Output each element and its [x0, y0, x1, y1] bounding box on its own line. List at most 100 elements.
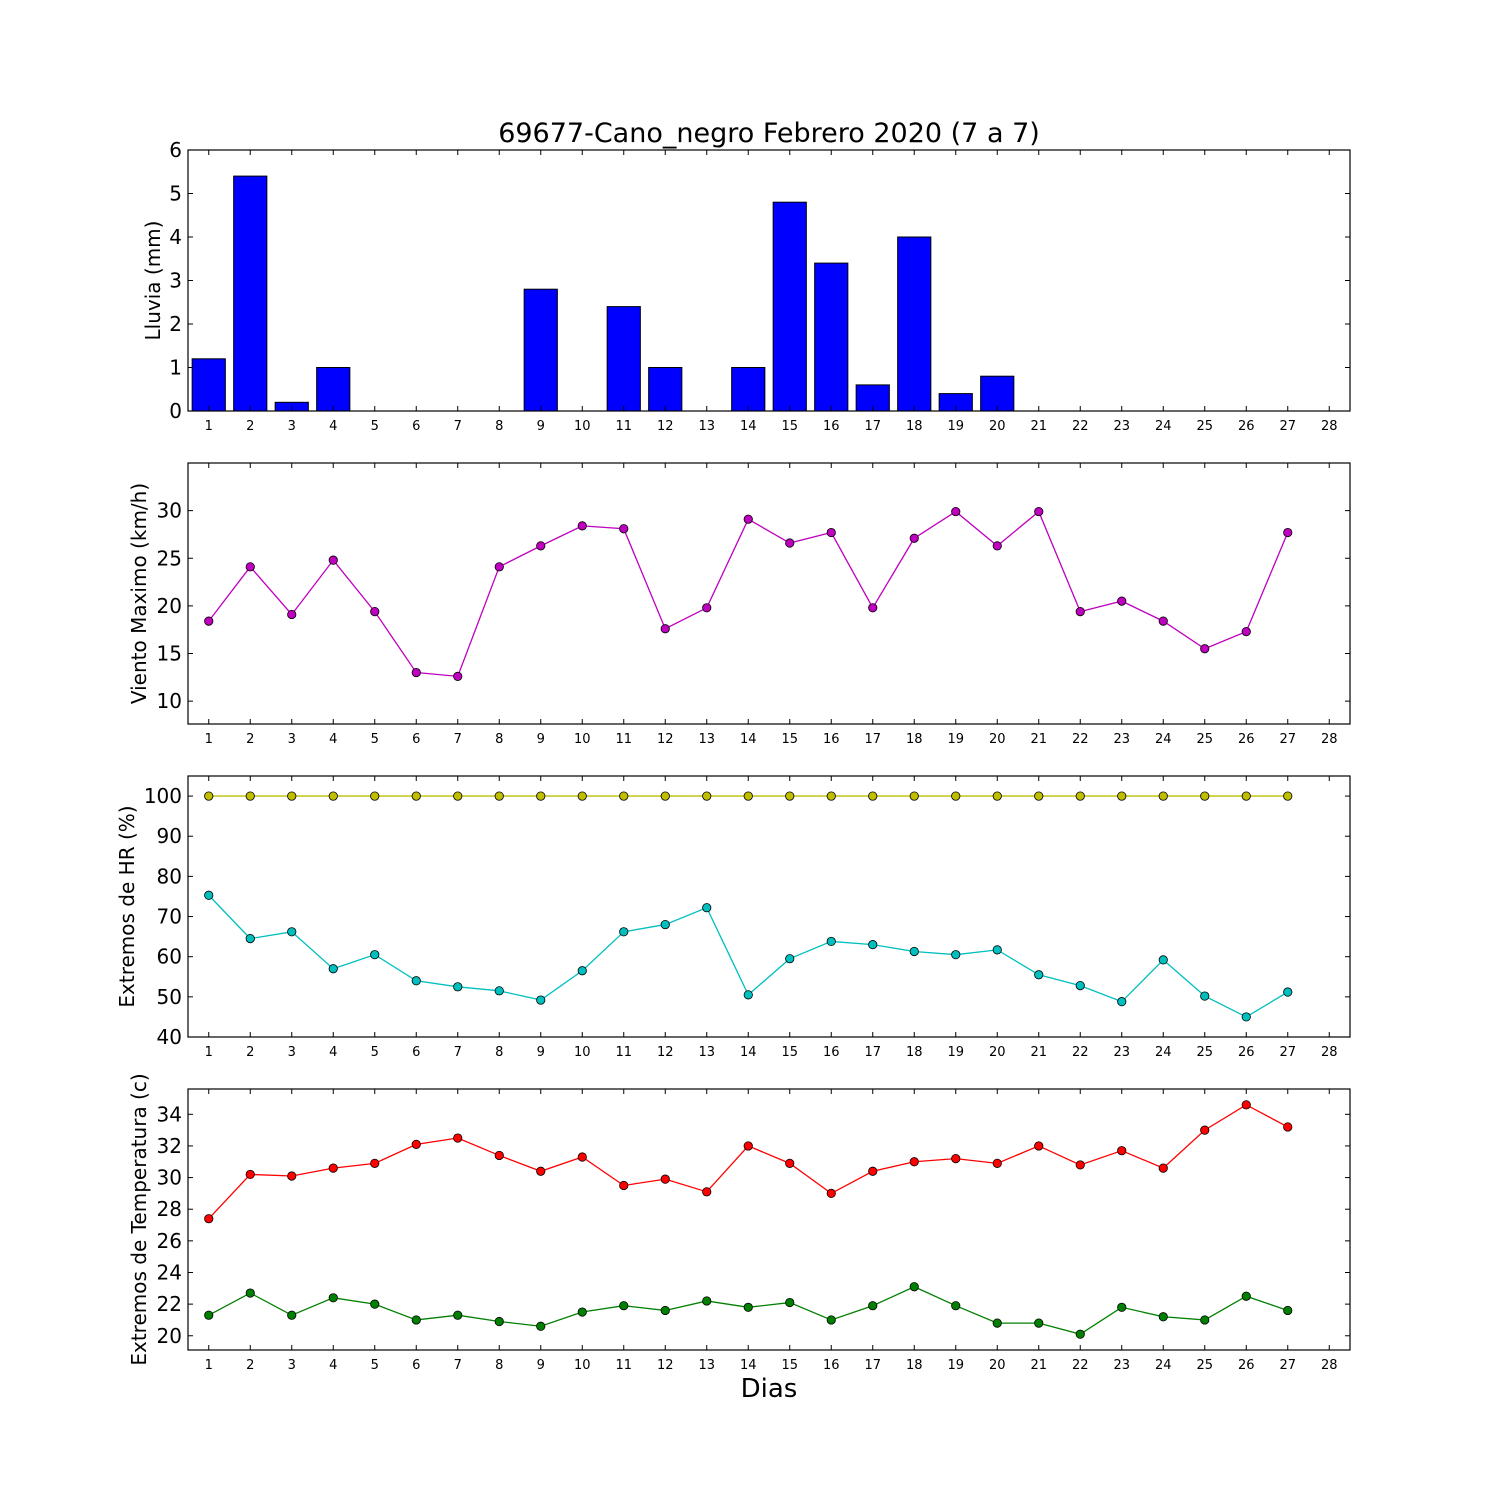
point-day-18: [909, 1157, 919, 1167]
point-day-27: [1283, 527, 1293, 538]
x-tick-label: 13: [698, 1045, 715, 1060]
x-tick-label: 23: [1113, 732, 1130, 747]
bar-day-14: [731, 367, 766, 412]
x-tick-label: 20: [989, 1358, 1006, 1373]
x-tick-label: 17: [864, 732, 881, 747]
x-tick-label: 24: [1155, 419, 1172, 434]
point-day-7: [453, 1310, 463, 1320]
point-day-25: [1200, 791, 1210, 801]
point-day-24: [1158, 1312, 1168, 1322]
point-day-26: [1241, 626, 1251, 637]
bar-day-15: [772, 201, 807, 412]
point-day-6: [411, 791, 421, 801]
point-day-23: [1117, 1302, 1127, 1312]
x-tick-label: 19: [947, 1045, 964, 1060]
point-day-17: [868, 1301, 878, 1311]
y-tick-label: 34: [157, 1102, 182, 1126]
point-day-8: [494, 562, 504, 572]
series-lluvia-1: [191, 175, 1015, 412]
point-day-21: [1034, 970, 1044, 980]
x-tick-label: 15: [781, 419, 798, 434]
point-day-11: [619, 524, 629, 534]
x-tick-label: 19: [947, 1358, 964, 1373]
point-day-4: [328, 555, 338, 565]
x-tick-label: 21: [1030, 1358, 1047, 1373]
y-tick-label: 70: [157, 905, 182, 929]
x-tick-label: 24: [1155, 732, 1172, 747]
point-day-17: [868, 791, 878, 801]
x-tick-label: 11: [615, 1358, 632, 1373]
x-tick-label: 2: [246, 419, 254, 434]
x-tick-label: 13: [698, 732, 715, 747]
point-day-20: [992, 541, 1002, 551]
series-temperatura-2: [204, 1282, 1293, 1339]
point-day-22: [1075, 1329, 1085, 1339]
y-tick-label: 40: [157, 1025, 182, 1049]
point-day-1: [204, 1310, 214, 1320]
x-tick-label: 15: [781, 1045, 798, 1060]
point-day-13: [702, 1296, 712, 1306]
point-day-10: [577, 521, 587, 531]
x-tick-label: 12: [657, 419, 674, 434]
x-tick-label: 7: [454, 732, 462, 747]
point-day-17: [868, 603, 878, 613]
y-axis-label: Viento Maximo (km/h): [127, 483, 151, 704]
point-day-3: [287, 927, 297, 937]
x-tick-label: 25: [1196, 1045, 1213, 1060]
x-tick-label: 16: [823, 1045, 840, 1060]
x-tick-label: 7: [454, 1045, 462, 1060]
point-day-23: [1117, 1146, 1127, 1156]
x-tick-label: 4: [329, 1045, 337, 1060]
x-tick-label: 3: [288, 1045, 296, 1060]
point-day-23: [1117, 791, 1127, 801]
point-day-4: [328, 964, 338, 974]
x-tick-label: 9: [537, 732, 545, 747]
point-day-8: [494, 986, 504, 996]
x-tick-label: 24: [1155, 1045, 1172, 1060]
x-tick-label: 5: [371, 732, 379, 747]
x-tick-label: 15: [781, 732, 798, 747]
x-tick-label: 27: [1279, 419, 1296, 434]
point-day-18: [909, 946, 919, 957]
panel-hr: 1 2 3 4 5 6 7 8 9 10 11 12 13 14 15 16 17 18 19 20 21 22 23 24 2…: [115, 775, 1351, 1060]
point-day-3: [287, 1310, 297, 1320]
axes-frame: [187, 1088, 1351, 1351]
point-day-9: [536, 541, 546, 551]
point-day-18: [909, 791, 919, 801]
point-day-5: [370, 950, 380, 960]
y-tick-label: 22: [157, 1292, 182, 1316]
x-tick-label: 6: [412, 419, 420, 434]
y-axis-label: Extremos de Temperatura (c): [127, 1073, 151, 1365]
y-tick-label: 30: [157, 1166, 182, 1190]
y-tick-label: 24: [157, 1260, 182, 1284]
y-tick-label: 30: [157, 499, 182, 523]
x-tick-label: 14: [740, 419, 757, 434]
point-day-16: [826, 936, 836, 947]
x-tick-label: 10: [574, 1358, 591, 1373]
bar-day-18: [897, 236, 932, 412]
point-day-5: [370, 1299, 380, 1309]
point-day-12: [660, 791, 670, 801]
point-day-13: [702, 1187, 712, 1197]
x-tick-label: 8: [495, 1358, 503, 1373]
point-day-24: [1158, 791, 1168, 801]
y-tick-label: 20: [157, 594, 182, 618]
x-tick-label: 10: [574, 732, 591, 747]
x-tick-label: 26: [1238, 732, 1255, 747]
x-tick-label: 26: [1238, 419, 1255, 434]
y-tick-label: 100: [144, 784, 182, 808]
point-day-17: [868, 940, 878, 950]
y-axis-label: Extremos de HR (%): [115, 805, 139, 1007]
point-day-15: [785, 954, 795, 964]
point-day-11: [619, 791, 629, 801]
x-tick-label: 26: [1238, 1045, 1255, 1060]
x-tick-label: 2: [246, 1358, 254, 1373]
x-tick-label: 20: [989, 419, 1006, 434]
point-day-19: [951, 1154, 961, 1164]
point-day-7: [453, 982, 463, 992]
y-tick-label: 26: [157, 1229, 182, 1253]
point-day-25: [1200, 644, 1210, 654]
x-tick-label: 23: [1113, 1045, 1130, 1060]
point-day-18: [909, 1282, 919, 1292]
point-day-20: [992, 1318, 1002, 1328]
